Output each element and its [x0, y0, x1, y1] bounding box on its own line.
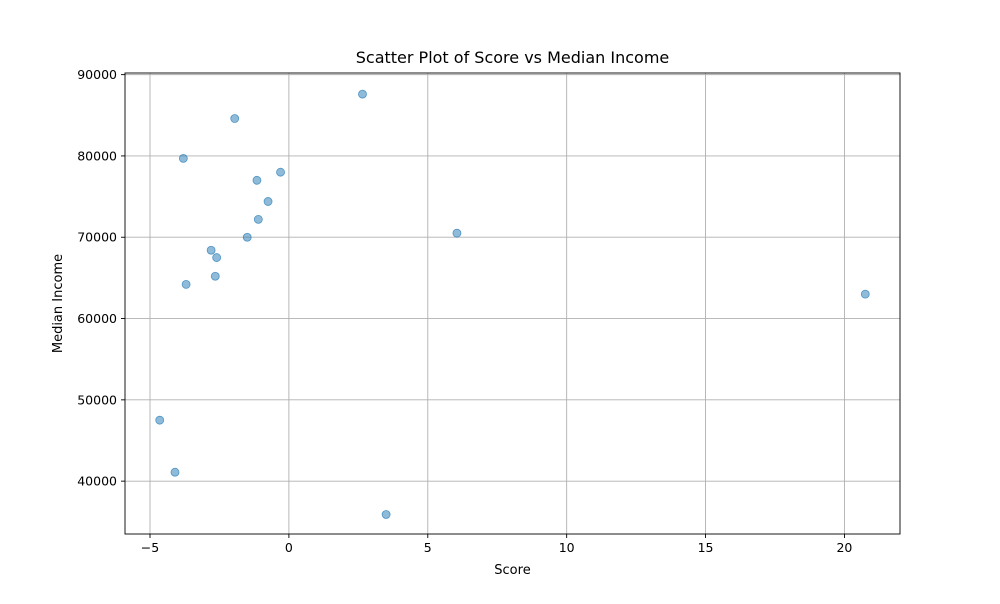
scatter-point [181, 279, 191, 289]
y-tick-label: 90000 [77, 67, 117, 82]
y-tick-label: 60000 [77, 311, 117, 326]
scatter-point [178, 153, 188, 163]
x-tick-label: 15 [698, 540, 714, 555]
x-tick-label: 5 [424, 540, 432, 555]
scatter-point [358, 89, 367, 99]
scatter-point [253, 214, 263, 224]
y-tick-label: 40000 [77, 474, 117, 489]
scatter-point [155, 415, 165, 425]
scatter-point [212, 253, 222, 262]
y-axis-label: Median Income [51, 254, 66, 353]
grid-layer [125, 73, 900, 534]
x-tick-label: −5 [141, 540, 159, 555]
scatter-point [206, 245, 216, 255]
plot-frame [124, 72, 901, 535]
scatter-point [263, 197, 273, 206]
scatter-point [860, 289, 870, 299]
scatter-point [170, 467, 180, 477]
x-axis-label: Score [494, 563, 530, 578]
y-tick-label: 50000 [77, 392, 117, 407]
ticks-layer: −5 0 5 10 15 20 40000 50000 60000 70000 80000 90000 [77, 67, 852, 555]
scatter-point [230, 114, 240, 123]
chart-title: Scatter Plot of Score vs Median Income [356, 48, 670, 67]
y-tick-label: 70000 [77, 230, 117, 245]
x-tick-label: 20 [836, 540, 852, 555]
points-layer [155, 89, 870, 519]
scatter-point [276, 167, 285, 177]
scatter-point [452, 228, 462, 238]
scatter-point [252, 175, 262, 185]
scatter-point [210, 271, 220, 281]
y-tick-label: 80000 [77, 148, 117, 163]
x-tick-label: 0 [285, 540, 293, 555]
scatter-point [381, 510, 391, 519]
scatter-point [242, 232, 252, 242]
x-tick-label: 10 [559, 540, 575, 555]
